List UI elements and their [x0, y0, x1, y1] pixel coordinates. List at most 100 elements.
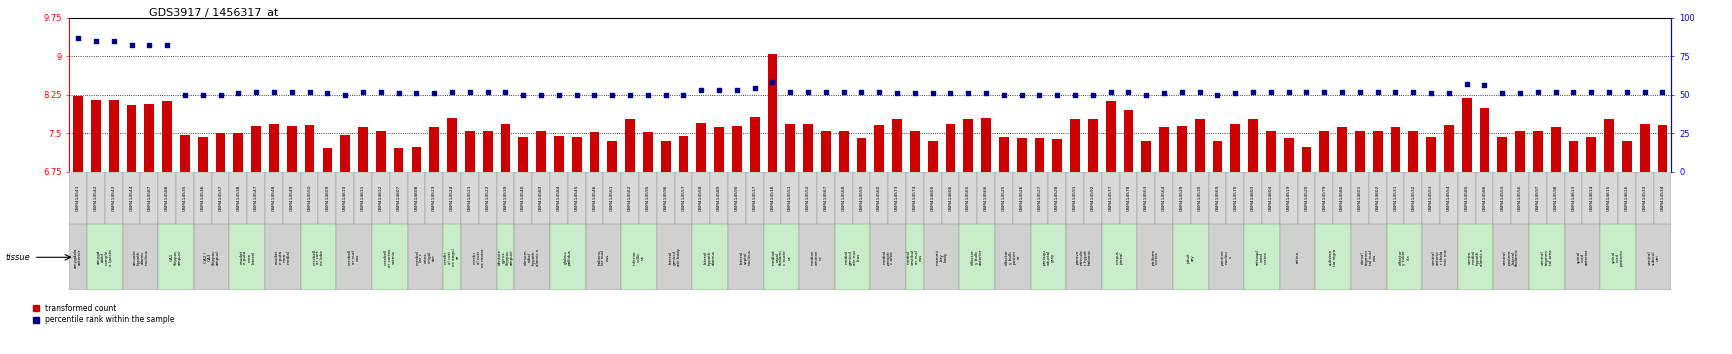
- Bar: [69, 172, 87, 224]
- Bar: [1564, 224, 1600, 290]
- Text: GSM414548: GSM414548: [272, 185, 275, 211]
- Bar: [1354, 131, 1365, 172]
- Bar: [568, 172, 585, 224]
- Bar: [942, 172, 960, 224]
- Bar: [265, 172, 282, 224]
- Bar: [1141, 141, 1152, 172]
- Text: GSM414585: GSM414585: [1465, 185, 1469, 211]
- Bar: [426, 172, 443, 224]
- Point: [225, 90, 253, 96]
- Bar: [464, 131, 475, 172]
- Text: cerebell
ar nucl
eus: cerebell ar nucl eus: [348, 249, 360, 266]
- Text: GSM414601: GSM414601: [1358, 185, 1361, 211]
- Point: [367, 89, 395, 95]
- Bar: [994, 172, 1013, 224]
- Point: [118, 42, 145, 48]
- Text: lateral
genicul
ate body: lateral genicul ate body: [669, 248, 681, 266]
- Bar: [750, 117, 760, 172]
- Bar: [1102, 224, 1138, 290]
- Point: [972, 90, 999, 96]
- Bar: [1067, 172, 1084, 224]
- Text: GSM414517: GSM414517: [753, 185, 757, 211]
- Point: [331, 92, 359, 97]
- Bar: [251, 126, 262, 172]
- Bar: [1444, 125, 1453, 172]
- Bar: [501, 124, 511, 172]
- Bar: [1550, 127, 1561, 172]
- Bar: [1621, 141, 1632, 172]
- Bar: [1013, 172, 1031, 224]
- Bar: [838, 131, 849, 172]
- Bar: [1600, 172, 1618, 224]
- Bar: [336, 224, 372, 290]
- Text: GSM414592: GSM414592: [1091, 185, 1095, 211]
- Bar: [73, 96, 83, 172]
- Bar: [109, 100, 120, 172]
- Point: [1204, 92, 1231, 97]
- Text: GSM414614: GSM414614: [1590, 185, 1593, 211]
- Bar: [785, 124, 795, 172]
- Text: GSM414561: GSM414561: [610, 185, 615, 211]
- Text: ventro
medial
hypoth
alamic n: ventro medial hypoth alamic n: [1467, 249, 1484, 266]
- Bar: [1408, 131, 1419, 172]
- Bar: [216, 133, 225, 172]
- Bar: [1297, 172, 1315, 224]
- Bar: [1373, 131, 1382, 172]
- Bar: [1070, 119, 1081, 172]
- Bar: [554, 136, 563, 172]
- Text: GSM414552: GSM414552: [805, 185, 811, 211]
- Bar: [1635, 224, 1671, 290]
- Text: GSM414562: GSM414562: [629, 185, 632, 211]
- Bar: [301, 172, 319, 224]
- Bar: [733, 126, 741, 172]
- Point: [260, 89, 288, 95]
- Bar: [821, 131, 831, 172]
- Bar: [1155, 172, 1173, 224]
- Text: olfactor
y bulb
anterior: olfactor y bulb anterior: [972, 249, 984, 266]
- Bar: [1618, 172, 1635, 224]
- Text: GSM414590: GSM414590: [734, 185, 740, 211]
- Point: [598, 92, 625, 97]
- Bar: [857, 138, 866, 172]
- Bar: [407, 172, 426, 224]
- Point: [776, 89, 804, 95]
- Bar: [1387, 172, 1405, 224]
- Bar: [1387, 224, 1422, 290]
- Point: [634, 92, 662, 97]
- Bar: [625, 119, 636, 172]
- Point: [1167, 89, 1195, 95]
- Point: [421, 90, 449, 96]
- Bar: [963, 119, 973, 172]
- Bar: [1138, 172, 1155, 224]
- Bar: [781, 172, 798, 224]
- Bar: [447, 118, 457, 172]
- Bar: [532, 172, 551, 224]
- Text: globus
pallidus: globus pallidus: [563, 249, 572, 265]
- Text: GSM414578: GSM414578: [1126, 185, 1131, 211]
- Bar: [835, 224, 869, 290]
- Bar: [376, 131, 386, 172]
- Point: [1363, 89, 1391, 95]
- Text: GSM414607: GSM414607: [397, 185, 400, 211]
- Bar: [746, 172, 764, 224]
- Text: GSM414612: GSM414612: [379, 185, 383, 211]
- Text: cerebr
al cort
ex angul
ar: cerebr al cort ex angul ar: [443, 249, 461, 266]
- Text: GSM414534: GSM414534: [1661, 185, 1664, 211]
- Point: [385, 90, 412, 96]
- Bar: [497, 224, 514, 290]
- Text: GSM414530: GSM414530: [1197, 185, 1202, 211]
- Text: GSM414528: GSM414528: [1055, 185, 1060, 211]
- Bar: [1462, 98, 1472, 172]
- Text: tissue: tissue: [5, 253, 29, 262]
- Bar: [1173, 224, 1209, 290]
- Point: [100, 38, 128, 44]
- Text: cerebr
al cort
ex motor: cerebr al cort ex motor: [473, 248, 485, 267]
- Bar: [679, 136, 688, 172]
- Bar: [514, 224, 551, 290]
- Bar: [977, 172, 994, 224]
- Point: [402, 90, 430, 96]
- Bar: [430, 127, 440, 172]
- Bar: [268, 124, 279, 172]
- Point: [1238, 89, 1266, 95]
- Text: parave
ntricula
r hypot
halamic: parave ntricula r hypot halamic: [1076, 249, 1091, 266]
